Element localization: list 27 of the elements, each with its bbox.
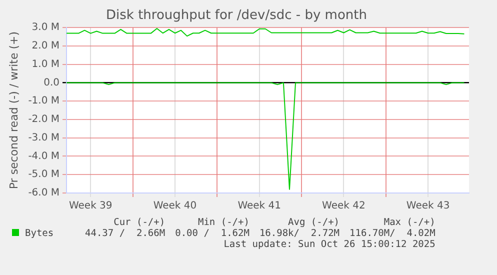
text: 16.98k/ 2.72M [258, 228, 340, 239]
x-tick-label: Week 40 [153, 200, 197, 212]
chart-title: Disk throughput for /dev/sdc - by month [106, 8, 367, 24]
y-tick-label: 1.0 M [32, 58, 60, 70]
text: 116.70M/ 4.02M [348, 228, 436, 239]
text: Avg (-/+) [287, 217, 340, 228]
y-tick-label: -1.0 M [28, 96, 60, 107]
y-tick-label: 0.0 [44, 77, 60, 88]
x-tick-label: Week 42 [322, 200, 366, 212]
y-tick-label: -2.0 M [28, 114, 60, 126]
y-tick-label: 2.0 M [32, 40, 60, 52]
text: Min (-/+) [196, 217, 250, 228]
y-tick-label: 3.0 M [32, 22, 60, 34]
y-tick-label: -6.0 M [28, 188, 60, 199]
y-tick-label: -4.0 M [28, 150, 60, 162]
y-tick-label: -3.0 M [28, 132, 60, 144]
x-tick-label: Week 43 [406, 200, 450, 212]
text: Max (-/+) [382, 217, 436, 228]
y-tick-label: -5.0 M [28, 169, 60, 180]
text: Cur (-/+) [112, 217, 166, 228]
y-axis-title: Pr second read (-) / write (+) [7, 31, 20, 190]
text: Last update: Sun Oct 26 15:00:12 2025 [222, 239, 436, 250]
x-tick-label: Week 39 [68, 200, 112, 212]
x-tick-label: Week 41 [238, 200, 282, 212]
text: 44.37 / 2.66M [84, 228, 166, 239]
legend-label: Bytes [24, 228, 54, 239]
text: 0.00 / 1.62M [174, 228, 250, 239]
